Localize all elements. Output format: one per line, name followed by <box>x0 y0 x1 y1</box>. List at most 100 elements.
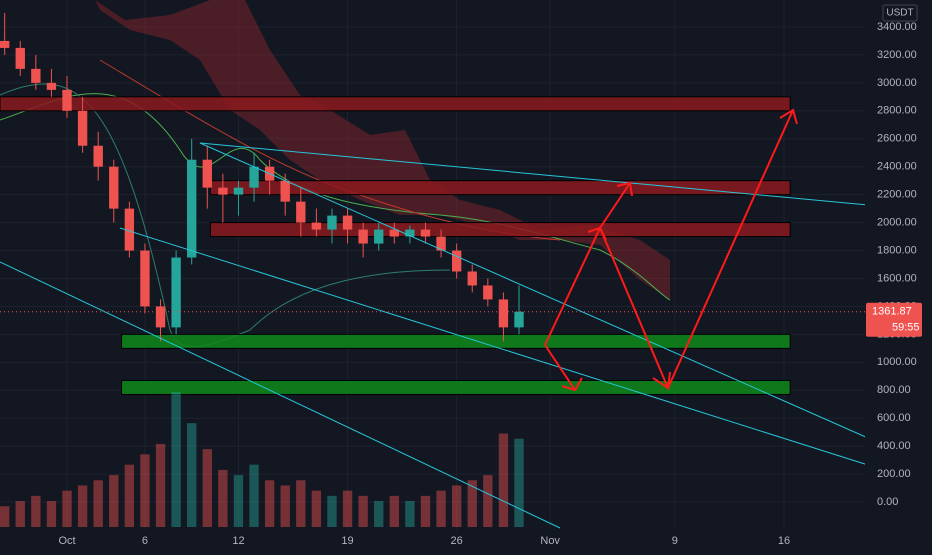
currency-badge[interactable] <box>882 4 918 22</box>
y-tick-label: 400.00 <box>877 440 911 452</box>
candle-body <box>483 285 493 300</box>
currency-label: USDT <box>886 8 913 19</box>
zone <box>121 379 791 395</box>
volume-bar <box>109 475 119 527</box>
y-tick-label: 200.00 <box>877 468 911 480</box>
x-tick-label: 26 <box>451 535 463 547</box>
x-tick-label: 19 <box>341 535 353 547</box>
volume-bar <box>187 423 197 527</box>
volume-bar <box>218 469 228 527</box>
volume-bar <box>93 480 103 527</box>
candle-body <box>62 89 72 111</box>
candle-body <box>514 311 524 328</box>
zone <box>0 96 791 112</box>
trend-line <box>119 227 869 466</box>
price-axis <box>865 0 932 550</box>
y-tick-label: 1000.00 <box>877 356 917 368</box>
candle-body <box>77 110 88 146</box>
candle-body <box>233 187 244 195</box>
volume-bar <box>202 449 212 527</box>
volume-bar <box>77 485 88 527</box>
candle-body <box>187 159 197 258</box>
candle-body <box>202 159 212 188</box>
candle-body <box>342 215 353 230</box>
volume <box>0 392 524 527</box>
candle-body <box>171 257 181 328</box>
volume-bar <box>249 464 259 527</box>
volume-bar <box>31 495 41 527</box>
time-axis <box>0 530 865 550</box>
candle-body <box>436 236 446 251</box>
volume-bar <box>280 485 290 527</box>
volume-bar <box>46 501 57 527</box>
volume-bar <box>264 480 275 527</box>
volume-bar <box>467 480 477 527</box>
y-tick-label: 0.00 <box>877 496 898 508</box>
candle-body <box>451 250 462 272</box>
zone <box>209 222 791 238</box>
arrow-head <box>561 377 583 392</box>
volume-bar <box>140 454 150 527</box>
last-price-badge <box>866 302 922 337</box>
zone <box>209 180 791 196</box>
candle-body <box>358 229 368 244</box>
volume-bar <box>311 490 322 527</box>
volume-bar <box>0 506 10 527</box>
candle-body <box>109 166 119 209</box>
y-tick-label: 2200.00 <box>877 189 917 201</box>
volume-bar <box>389 495 399 527</box>
volume-bar <box>15 501 25 527</box>
volume-bar <box>405 501 415 527</box>
y-tick-label: 2000.00 <box>877 216 917 228</box>
y-tick-label: 800.00 <box>877 384 911 396</box>
candle-body <box>311 222 322 230</box>
volume-bar <box>342 490 353 527</box>
y-tick-label: 2600.00 <box>877 133 917 145</box>
candle-body <box>46 82 57 90</box>
projection-arrow <box>599 182 631 229</box>
volume-bar <box>514 438 524 527</box>
y-tick-label: 600.00 <box>877 412 911 424</box>
volume-bar <box>374 501 384 527</box>
x-tick-label: 12 <box>232 535 244 547</box>
candle-body <box>249 166 259 188</box>
x-tick-label: Oct <box>58 535 75 547</box>
arrow-head <box>652 371 671 390</box>
candle-body <box>0 40 10 48</box>
y-tick-label: 2800.00 <box>877 105 917 117</box>
x-tick-label: 6 <box>142 535 148 547</box>
arrow-head <box>616 181 633 197</box>
candle-body <box>155 306 166 328</box>
volume-bar <box>358 495 368 527</box>
y-tick-label: 1600.00 <box>877 272 917 284</box>
y-tick-label: 3000.00 <box>877 77 917 89</box>
trend-line <box>199 142 869 206</box>
x-tick-label: 16 <box>778 535 790 547</box>
volume-bar <box>124 464 135 527</box>
arrow-head <box>587 226 607 241</box>
candle-body <box>218 187 228 195</box>
candle-body <box>467 271 477 286</box>
candle-body <box>405 229 415 237</box>
volume-bar <box>451 485 462 527</box>
volume-bar <box>296 480 306 527</box>
trend-line <box>0 261 561 529</box>
candle-body <box>31 68 41 83</box>
volume-bar <box>155 443 166 527</box>
axes: 0.00200.00400.00600.00800.001000.001200.… <box>0 21 922 547</box>
candle-body <box>296 201 306 223</box>
candle-body <box>389 229 399 237</box>
volume-bar <box>327 495 337 527</box>
volume-bar <box>420 495 431 527</box>
candle-body <box>15 47 25 69</box>
countdown-label: 59:55 <box>892 322 920 334</box>
candle-body <box>140 250 150 307</box>
volume-bar <box>436 490 446 527</box>
volume-bar <box>483 475 493 527</box>
candle-body <box>280 180 290 202</box>
projection-arrow <box>544 109 794 391</box>
projection-arrow <box>544 344 576 391</box>
candle-body <box>327 215 337 230</box>
trend-line <box>199 142 869 439</box>
